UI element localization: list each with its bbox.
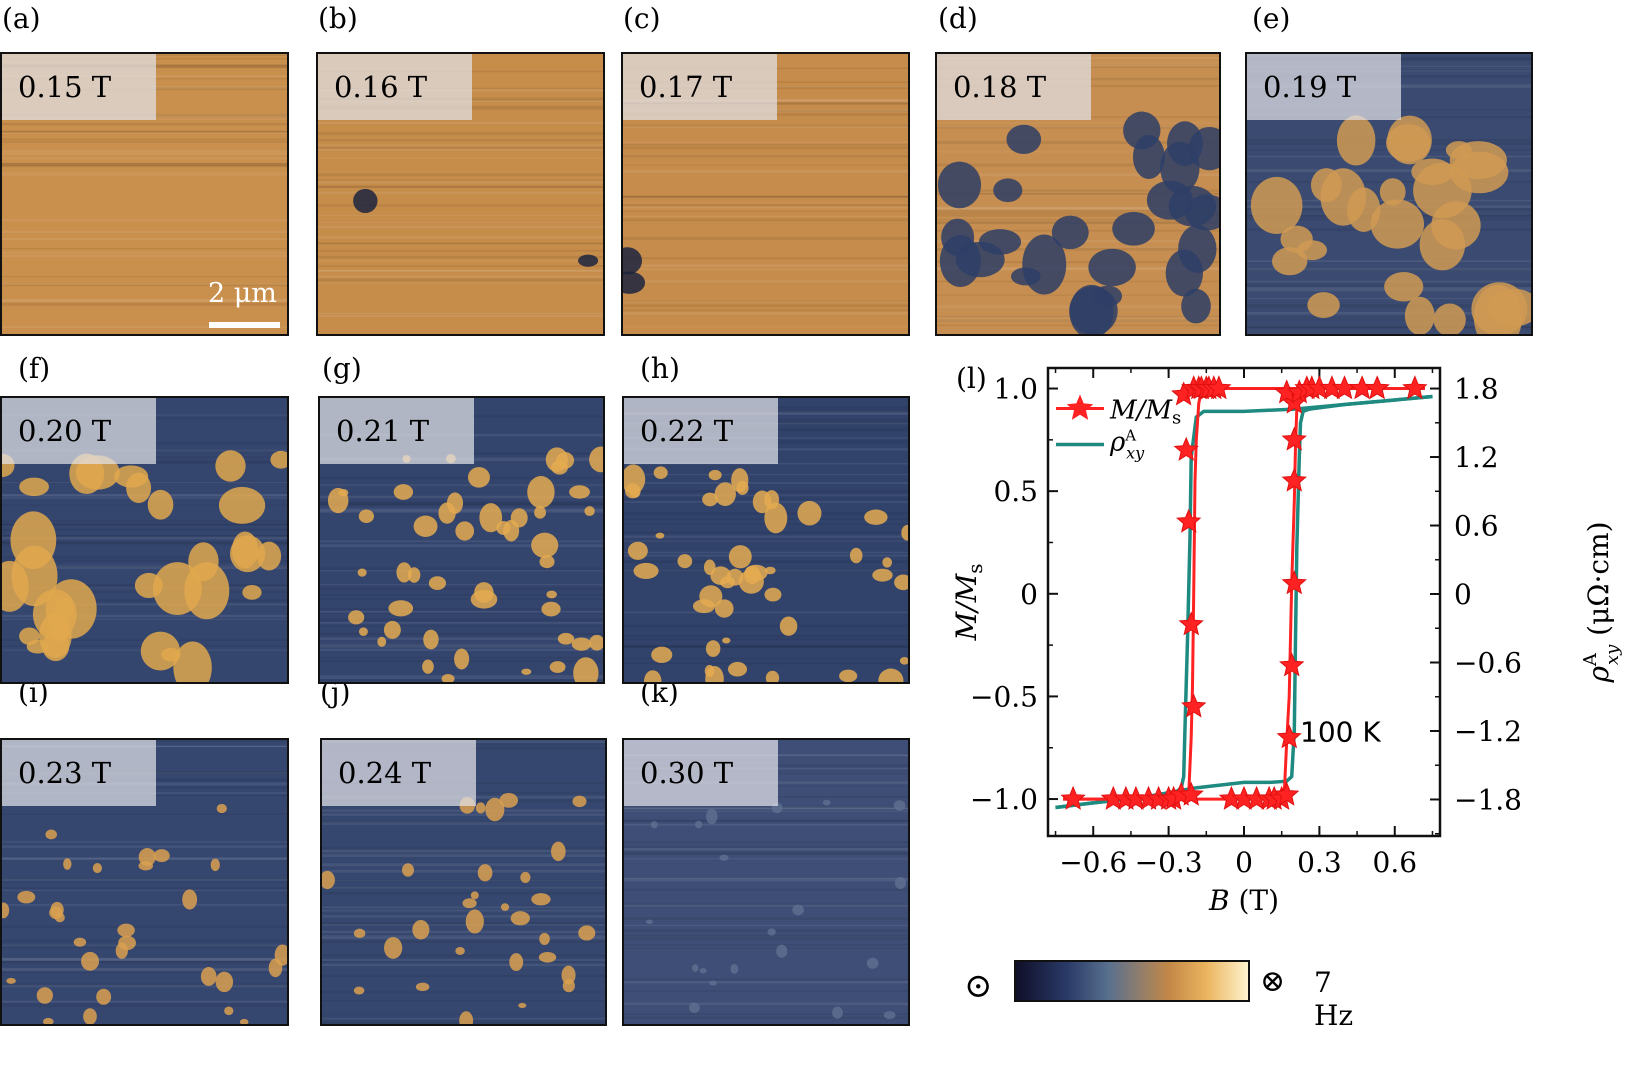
x-tick-label: −0.6 [1059, 846, 1127, 879]
field-label: 0.15 T [2, 54, 156, 120]
m-ms-star-point [1206, 375, 1232, 400]
field-label: 0.30 T [624, 740, 778, 806]
y-left-tick-label: 1.0 [993, 373, 1038, 406]
m-ms-star-point [1274, 781, 1300, 806]
panel-label-b: (b) [318, 2, 358, 35]
panel-label-l: (l) [956, 362, 987, 395]
field-label: 0.19 T [1247, 54, 1401, 120]
mfm-image-k: 0.30 T [622, 738, 910, 1026]
y-left-tick-label: −1.0 [970, 783, 1038, 816]
mfm-image-g: 0.21 T [318, 396, 605, 684]
mfm-image-c: 0.17 T [621, 52, 910, 336]
panel-label-g: (g) [322, 352, 362, 385]
legend-label-m-ms: M/Ms [1109, 396, 1181, 429]
m-ms-star-point [1173, 436, 1199, 461]
legend-star-m-ms [1066, 394, 1094, 420]
field-label: 0.18 T [937, 54, 1091, 120]
m-ms-star-point [1060, 785, 1086, 810]
y-right-axis-label: ρAxy (μΩ·cm) [1580, 521, 1623, 683]
m-ms-star-point [1364, 375, 1390, 400]
mfm-image-f: 0.20 T [0, 396, 289, 684]
x-axis-label: B (T) [1208, 884, 1279, 917]
x-tick-label: 0 [1235, 846, 1253, 879]
panel-label-f: (f) [18, 352, 51, 385]
field-label: 0.20 T [2, 398, 156, 464]
panel-label-d: (d) [938, 2, 978, 35]
mfm-image-d: 0.18 T [935, 52, 1221, 336]
m-ms-star-point [1178, 611, 1204, 636]
mfm-image-h: 0.22 T [622, 396, 910, 684]
field-label: 0.21 T [320, 398, 474, 464]
m-ms-star-point [1402, 375, 1428, 400]
colorbar-gradient [1014, 960, 1250, 1002]
panel-label-e: (e) [1252, 2, 1291, 35]
m-ms-star-point [1181, 693, 1207, 718]
scale-bar [209, 322, 280, 328]
y-right-tick-label: 0.6 [1454, 510, 1499, 543]
mfm-texture [322, 740, 605, 1024]
field-label: 0.22 T [624, 398, 778, 464]
m-ms-star-point [1281, 570, 1307, 595]
m-ms-star-point [1276, 724, 1302, 749]
field-label: 0.16 T [318, 54, 472, 120]
panel-label-h: (h) [640, 352, 680, 385]
y-right-tick-label: 0 [1454, 578, 1472, 611]
panel-label-a: (a) [2, 2, 41, 35]
temperature-annotation: 100 K [1300, 716, 1381, 749]
m-ms-star-point [1176, 508, 1202, 533]
scale-bar-label: 2 μm [208, 278, 277, 309]
field-label: 0.23 T [2, 740, 156, 806]
mfm-image-j: 0.24 T [320, 738, 607, 1026]
hysteresis-chart: −0.6 −0.3 0 0.3 0.6−1.0−0.500.51.0−1.8−1.2−0… [950, 366, 1623, 917]
out-of-plane-icon: ⊙ [964, 966, 993, 1006]
mfm-texture [937, 56, 1219, 334]
field-label: 0.24 T [322, 740, 476, 806]
x-tick-label: −0.3 [1135, 846, 1203, 879]
y-left-tick-label: −0.5 [970, 680, 1038, 713]
mfm-image-i: 0.23 T [0, 738, 289, 1026]
y-right-tick-label: 1.2 [1454, 441, 1499, 474]
y-right-tick-label: −1.2 [1454, 715, 1522, 748]
m-ms-star-point [1281, 467, 1307, 492]
y-left-tick-label: 0 [1020, 578, 1038, 611]
y-right-tick-label: 1.8 [1454, 373, 1499, 406]
plot-frame [1046, 366, 1442, 838]
y-left-axis-label: M/Ms [950, 563, 987, 641]
mfm-texture [320, 415, 603, 682]
into-plane-icon: ⊗ [1260, 964, 1286, 999]
y-left-tick-label: 0.5 [993, 475, 1038, 508]
y-right-tick-label: −1.8 [1454, 783, 1522, 816]
x-tick-label: 0.3 [1297, 846, 1342, 879]
legend-label-rho: ρA xy [1109, 427, 1145, 463]
panel-label-c: (c) [623, 2, 661, 35]
mfm-image-e: 0.19 T [1245, 52, 1533, 336]
m-ms-star-point [1279, 652, 1305, 677]
rho-xy-line-branch_up [1055, 394, 1433, 810]
colorbar-label: 7 Hz [1314, 966, 1354, 1032]
x-tick-label: 0.6 [1373, 846, 1418, 879]
mfm-image-a: 0.15 T [0, 52, 289, 336]
m-ms-star-point [1178, 781, 1204, 806]
field-label: 0.17 T [623, 54, 777, 120]
mfm-image-b: 0.16 T [316, 52, 605, 336]
m-ms-star-point [1281, 426, 1307, 451]
y-right-tick-label: −0.6 [1454, 646, 1522, 679]
